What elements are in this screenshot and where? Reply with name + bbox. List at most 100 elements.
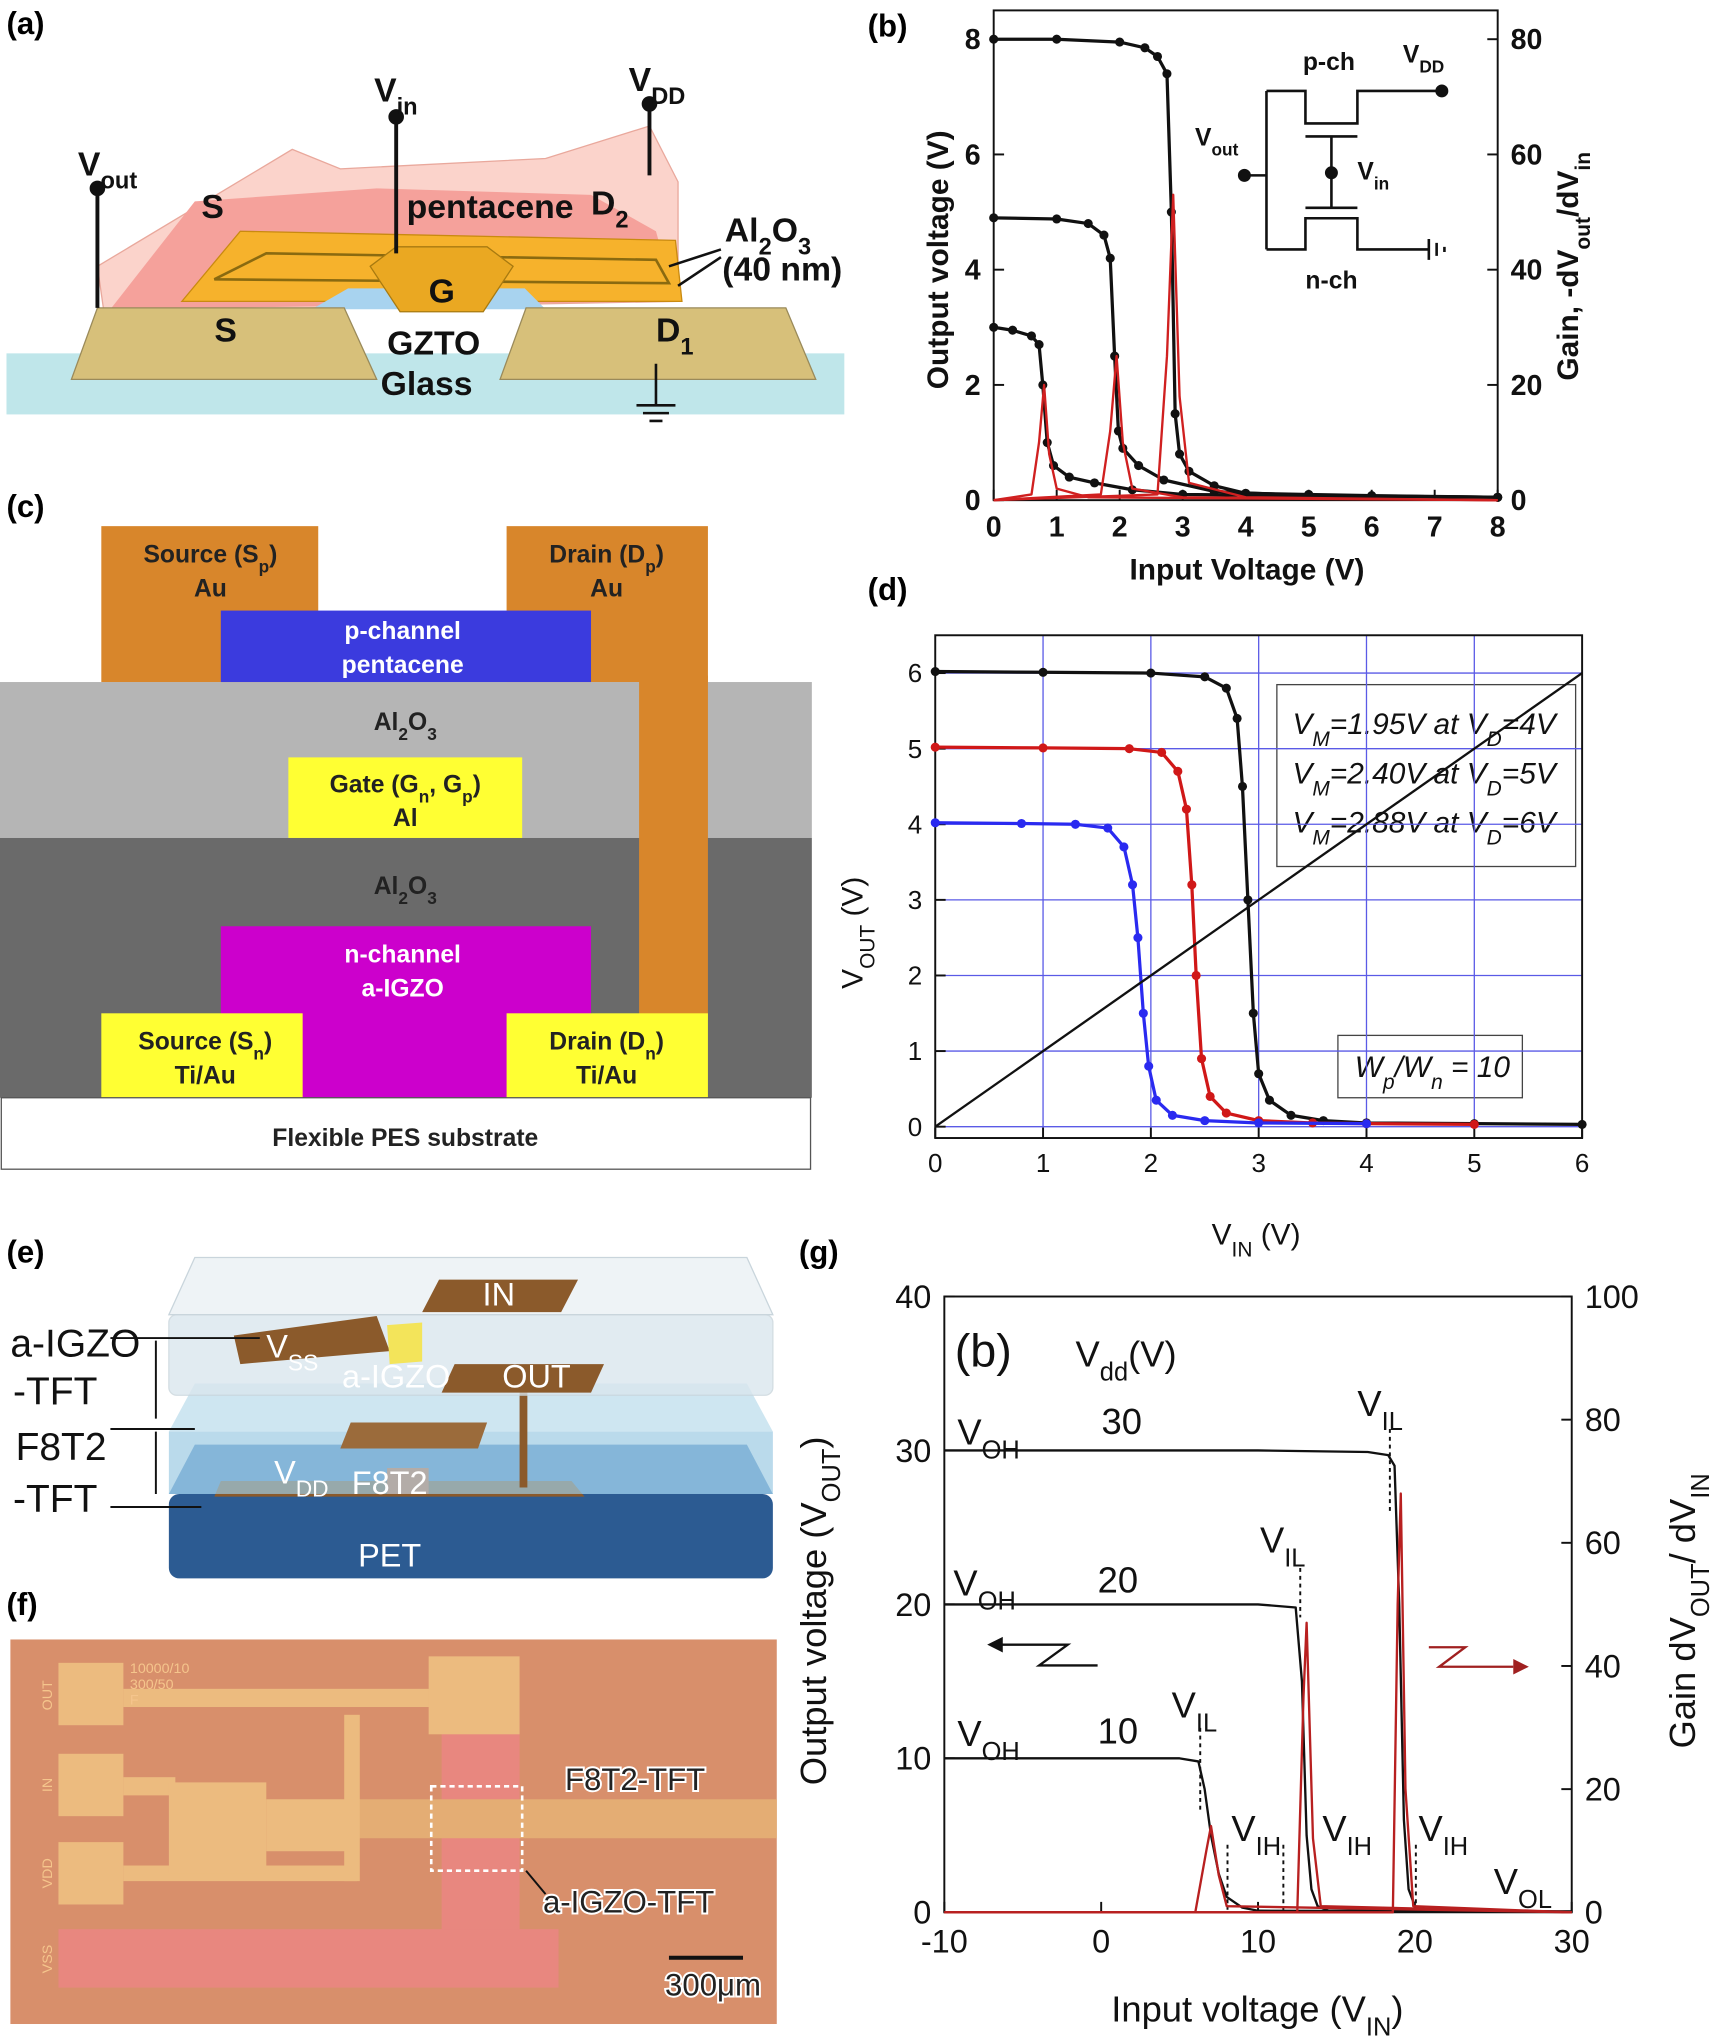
pad [58, 1662, 124, 1726]
arrow-head [987, 1636, 1003, 1653]
y-tick-label: 30 [895, 1433, 931, 1469]
text-part: 3 [798, 235, 811, 261]
text-part: M [1312, 727, 1330, 750]
label: p-channel [344, 618, 461, 645]
x-tick-label: 3 [1251, 1148, 1265, 1178]
marker [1286, 1110, 1296, 1120]
label: IN [40, 1778, 56, 1792]
y-tick-label: 2 [965, 370, 981, 402]
label: PET [358, 1538, 421, 1574]
x-tick-label: 1 [1049, 512, 1065, 544]
text-part: V [274, 1455, 296, 1491]
vss-trace [58, 1929, 559, 1988]
text-part: 2 [759, 235, 772, 261]
label: a-IGZO [10, 1322, 140, 1365]
marker [1052, 214, 1062, 224]
text-part: =6V [1502, 807, 1559, 840]
label: Flexible PES substrate [272, 1125, 538, 1152]
marker [1181, 804, 1191, 814]
x-tick-label: 30 [1554, 1924, 1590, 1960]
label: Source (Sn) [138, 1029, 272, 1064]
marker [1133, 933, 1143, 943]
substrate [0, 1097, 812, 1170]
y2-tick-label: 60 [1511, 139, 1543, 171]
y-tick-label: 8 [965, 24, 981, 56]
annotation: VIL [1172, 1684, 1217, 1737]
panel-a: Vout Vin VDD S pentacene D2 Al2O3 (40 nm… [6, 61, 845, 423]
marker [1146, 668, 1156, 678]
text-part: V [953, 1562, 978, 1603]
panel-label: (g) [799, 1235, 839, 1270]
p-fet [1266, 89, 1442, 125]
panel-label: (f) [6, 1587, 37, 1622]
text-part: V [1292, 708, 1315, 741]
label: S [201, 188, 224, 226]
marker [1200, 672, 1210, 682]
text-part: OUT [818, 1449, 846, 1503]
series-line [993, 354, 1498, 502]
marker [1162, 69, 1172, 79]
x-tick-label: 0 [928, 1148, 942, 1178]
x-tick-label: 2 [1112, 512, 1128, 544]
text-part: (V) [837, 877, 870, 925]
marker [1105, 253, 1115, 263]
y2-tick-label: 20 [1585, 1771, 1621, 1807]
y-tick-label: 10 [895, 1741, 931, 1777]
label: -TFT [13, 1478, 97, 1521]
label: D1 [656, 312, 694, 361]
label: -TFT [13, 1370, 97, 1413]
x-tick-label: 3 [1175, 512, 1191, 544]
marker [930, 742, 940, 752]
text-part: V [1357, 158, 1374, 185]
y-tick-label: 40 [895, 1279, 931, 1315]
annotation: VOH [953, 1562, 1015, 1615]
y2-tick-label: 40 [1511, 255, 1543, 287]
annotation: VM=1.95V at VD=4V [1292, 708, 1558, 751]
marker [989, 322, 999, 332]
marker [1152, 51, 1163, 62]
pad [168, 1782, 267, 1874]
x-tick-label: 10 [1240, 1924, 1276, 1960]
marker [1243, 895, 1253, 905]
marker [1008, 325, 1018, 335]
label: Al2O3 [725, 212, 811, 261]
text-part: IL [1284, 1544, 1305, 1572]
panel-c: Source (Sp) Au Drain (Dp) Au p-channel p… [0, 526, 812, 1170]
y-tick-label: 5 [908, 734, 922, 764]
y-tick-label: 2 [908, 961, 922, 991]
label: pentacene [407, 188, 574, 226]
label: Source (Sp) [143, 542, 277, 577]
text-part: O [772, 212, 798, 250]
text-part: DD [296, 1476, 329, 1502]
marker [1115, 37, 1125, 47]
marker [1052, 34, 1062, 44]
x-tick-label: 4 [1359, 1148, 1373, 1178]
y2-tick-label: 0 [1585, 1895, 1603, 1931]
panel-label: (c) [6, 489, 44, 524]
marker [1170, 409, 1180, 419]
x-tick-label: -10 [921, 1924, 968, 1960]
text-part: in [397, 94, 418, 120]
annotation: (b) [955, 1325, 1012, 1377]
label: VDD [274, 1455, 328, 1502]
marker [1119, 842, 1129, 852]
text-part: Al [725, 212, 759, 250]
label: Gate (Gn, Gp) [330, 771, 481, 806]
marker [1157, 747, 1167, 757]
y2-tick-label: 100 [1585, 1279, 1639, 1315]
marker [1254, 1118, 1264, 1128]
terminal [1324, 166, 1338, 180]
text-part: V [1195, 124, 1212, 151]
annotation: VIL [1357, 1383, 1402, 1436]
text-part: IL [1196, 1709, 1217, 1737]
x-tick-label: 1 [1036, 1148, 1050, 1178]
y2-tick-label: 0 [1511, 485, 1527, 517]
label: n-channel [344, 942, 461, 969]
panel-label: (e) [6, 1235, 44, 1270]
y2-tick-label: 80 [1585, 1402, 1621, 1438]
marker [1577, 1119, 1587, 1129]
marker [1221, 1108, 1231, 1118]
label: pentacene [342, 652, 464, 679]
annotation: Wp/Wn = 10 [1355, 1051, 1511, 1094]
